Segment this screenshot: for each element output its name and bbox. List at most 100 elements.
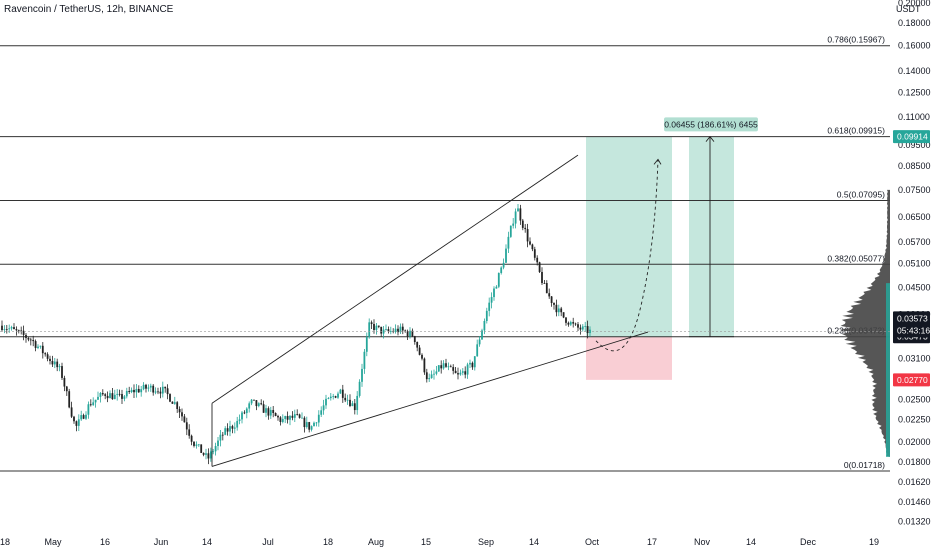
candle-body bbox=[413, 336, 416, 342]
candle-body bbox=[236, 420, 239, 428]
candle-body bbox=[375, 325, 378, 330]
candle-body bbox=[37, 346, 39, 348]
candle-body bbox=[519, 208, 522, 221]
candle-body bbox=[63, 377, 66, 387]
x-tick-label: May bbox=[44, 537, 62, 547]
candle-body bbox=[1, 325, 3, 331]
candle-body bbox=[329, 396, 332, 399]
candle-body bbox=[39, 345, 42, 347]
x-tick-label: Nov bbox=[694, 537, 711, 547]
x-tick-label: 18 bbox=[0, 537, 10, 547]
measure-label: 0.06455 (186.61%) 6455 bbox=[664, 119, 758, 129]
candle-body bbox=[332, 396, 335, 397]
candle-body bbox=[284, 416, 287, 419]
candle-body bbox=[279, 417, 282, 422]
candle-body bbox=[493, 288, 495, 298]
candle-body bbox=[313, 422, 315, 427]
candle-body bbox=[92, 402, 95, 406]
x-tick-label: 16 bbox=[100, 537, 110, 547]
fib-label: 0.382(0.05077) bbox=[827, 253, 885, 263]
candle-body bbox=[565, 317, 567, 323]
x-tick-label: 14 bbox=[746, 537, 756, 547]
candle-body bbox=[253, 399, 255, 401]
candle-body bbox=[524, 227, 527, 230]
candle-body bbox=[281, 418, 284, 422]
candle-body bbox=[457, 373, 459, 375]
y-tick-label: 0.06500 bbox=[898, 212, 931, 222]
candle-body bbox=[541, 271, 543, 284]
candle-body bbox=[106, 395, 109, 399]
candle-body bbox=[145, 384, 147, 389]
candle-body bbox=[517, 208, 519, 212]
candle-body bbox=[548, 293, 551, 297]
candle-body bbox=[262, 404, 265, 413]
candle-body bbox=[464, 371, 467, 375]
x-tick-label: 14 bbox=[529, 537, 539, 547]
y-tick-label: 0.02000 bbox=[898, 437, 931, 447]
candle-body bbox=[89, 404, 92, 406]
wedge-upper-line bbox=[211, 154, 579, 404]
candle-body bbox=[51, 360, 54, 365]
candle-body bbox=[226, 428, 229, 432]
candle-body bbox=[44, 353, 47, 355]
candle-body bbox=[13, 327, 15, 330]
candle-body bbox=[543, 283, 546, 284]
x-tick-label: 17 bbox=[647, 537, 657, 547]
candle-body bbox=[255, 400, 258, 407]
candle-body bbox=[104, 394, 107, 396]
candle-body bbox=[17, 330, 20, 332]
candle-body bbox=[137, 388, 140, 393]
candle-body bbox=[269, 409, 272, 416]
candle-body bbox=[101, 393, 104, 395]
candle-body bbox=[25, 334, 27, 338]
y-tick-label: 0.02500 bbox=[898, 394, 931, 404]
candle-body bbox=[274, 412, 277, 417]
candle-body bbox=[140, 389, 143, 393]
candle-body bbox=[154, 391, 157, 393]
candle-body bbox=[193, 441, 195, 446]
fib-levels: 0.786(0.15967) 0.618(0.09915) 0.5(0.07095)… bbox=[0, 35, 890, 472]
countdown-tag: 05:43:16 bbox=[897, 325, 930, 335]
candle-body bbox=[99, 393, 102, 397]
x-tick-label: 18 bbox=[323, 537, 333, 547]
candle-body bbox=[205, 453, 207, 455]
candle-body bbox=[277, 416, 279, 418]
candle-body bbox=[452, 367, 455, 371]
candle-body bbox=[97, 396, 99, 400]
candle-body bbox=[166, 388, 169, 395]
candle-body bbox=[471, 362, 474, 368]
time-axis[interactable]: 18 May 16 Jun 14 Jul 18 Aug 15 Sep 14 Oct 17 Nov 14 Dec… bbox=[0, 537, 879, 547]
candle-body bbox=[461, 371, 464, 373]
price-axis[interactable]: 0.20000 0.18000 0.16000 0.14000 0.12500 0.110… bbox=[898, 0, 931, 526]
candle-body bbox=[567, 322, 570, 325]
candle-body bbox=[536, 257, 539, 263]
candle-body bbox=[133, 389, 135, 393]
candle-body bbox=[368, 322, 371, 338]
candle-body bbox=[507, 236, 510, 249]
measure-label-box bbox=[664, 117, 758, 132]
currency-label: USDT bbox=[896, 4, 921, 14]
fib-label: 0(0.01718) bbox=[844, 460, 885, 470]
candle-body bbox=[260, 403, 263, 405]
candle-body bbox=[113, 394, 116, 400]
candle-body bbox=[447, 366, 450, 368]
candle-body bbox=[171, 401, 174, 404]
candle-body bbox=[41, 345, 44, 354]
candle-body bbox=[445, 363, 447, 367]
candle-body bbox=[135, 388, 138, 393]
candle-body bbox=[500, 267, 503, 274]
candle-body bbox=[495, 286, 498, 289]
candle-body bbox=[82, 415, 85, 419]
candle-body bbox=[346, 399, 349, 401]
x-tick-label: 15 bbox=[421, 537, 431, 547]
candle-body bbox=[320, 410, 323, 415]
candle-body bbox=[286, 416, 289, 420]
candle-body bbox=[512, 223, 515, 226]
candle-body bbox=[15, 329, 18, 331]
y-tick-label: 0.12500 bbox=[898, 87, 931, 97]
candle-body bbox=[483, 320, 486, 331]
candle-body bbox=[397, 328, 399, 333]
candle-body bbox=[394, 328, 397, 332]
candle-body bbox=[370, 322, 373, 324]
